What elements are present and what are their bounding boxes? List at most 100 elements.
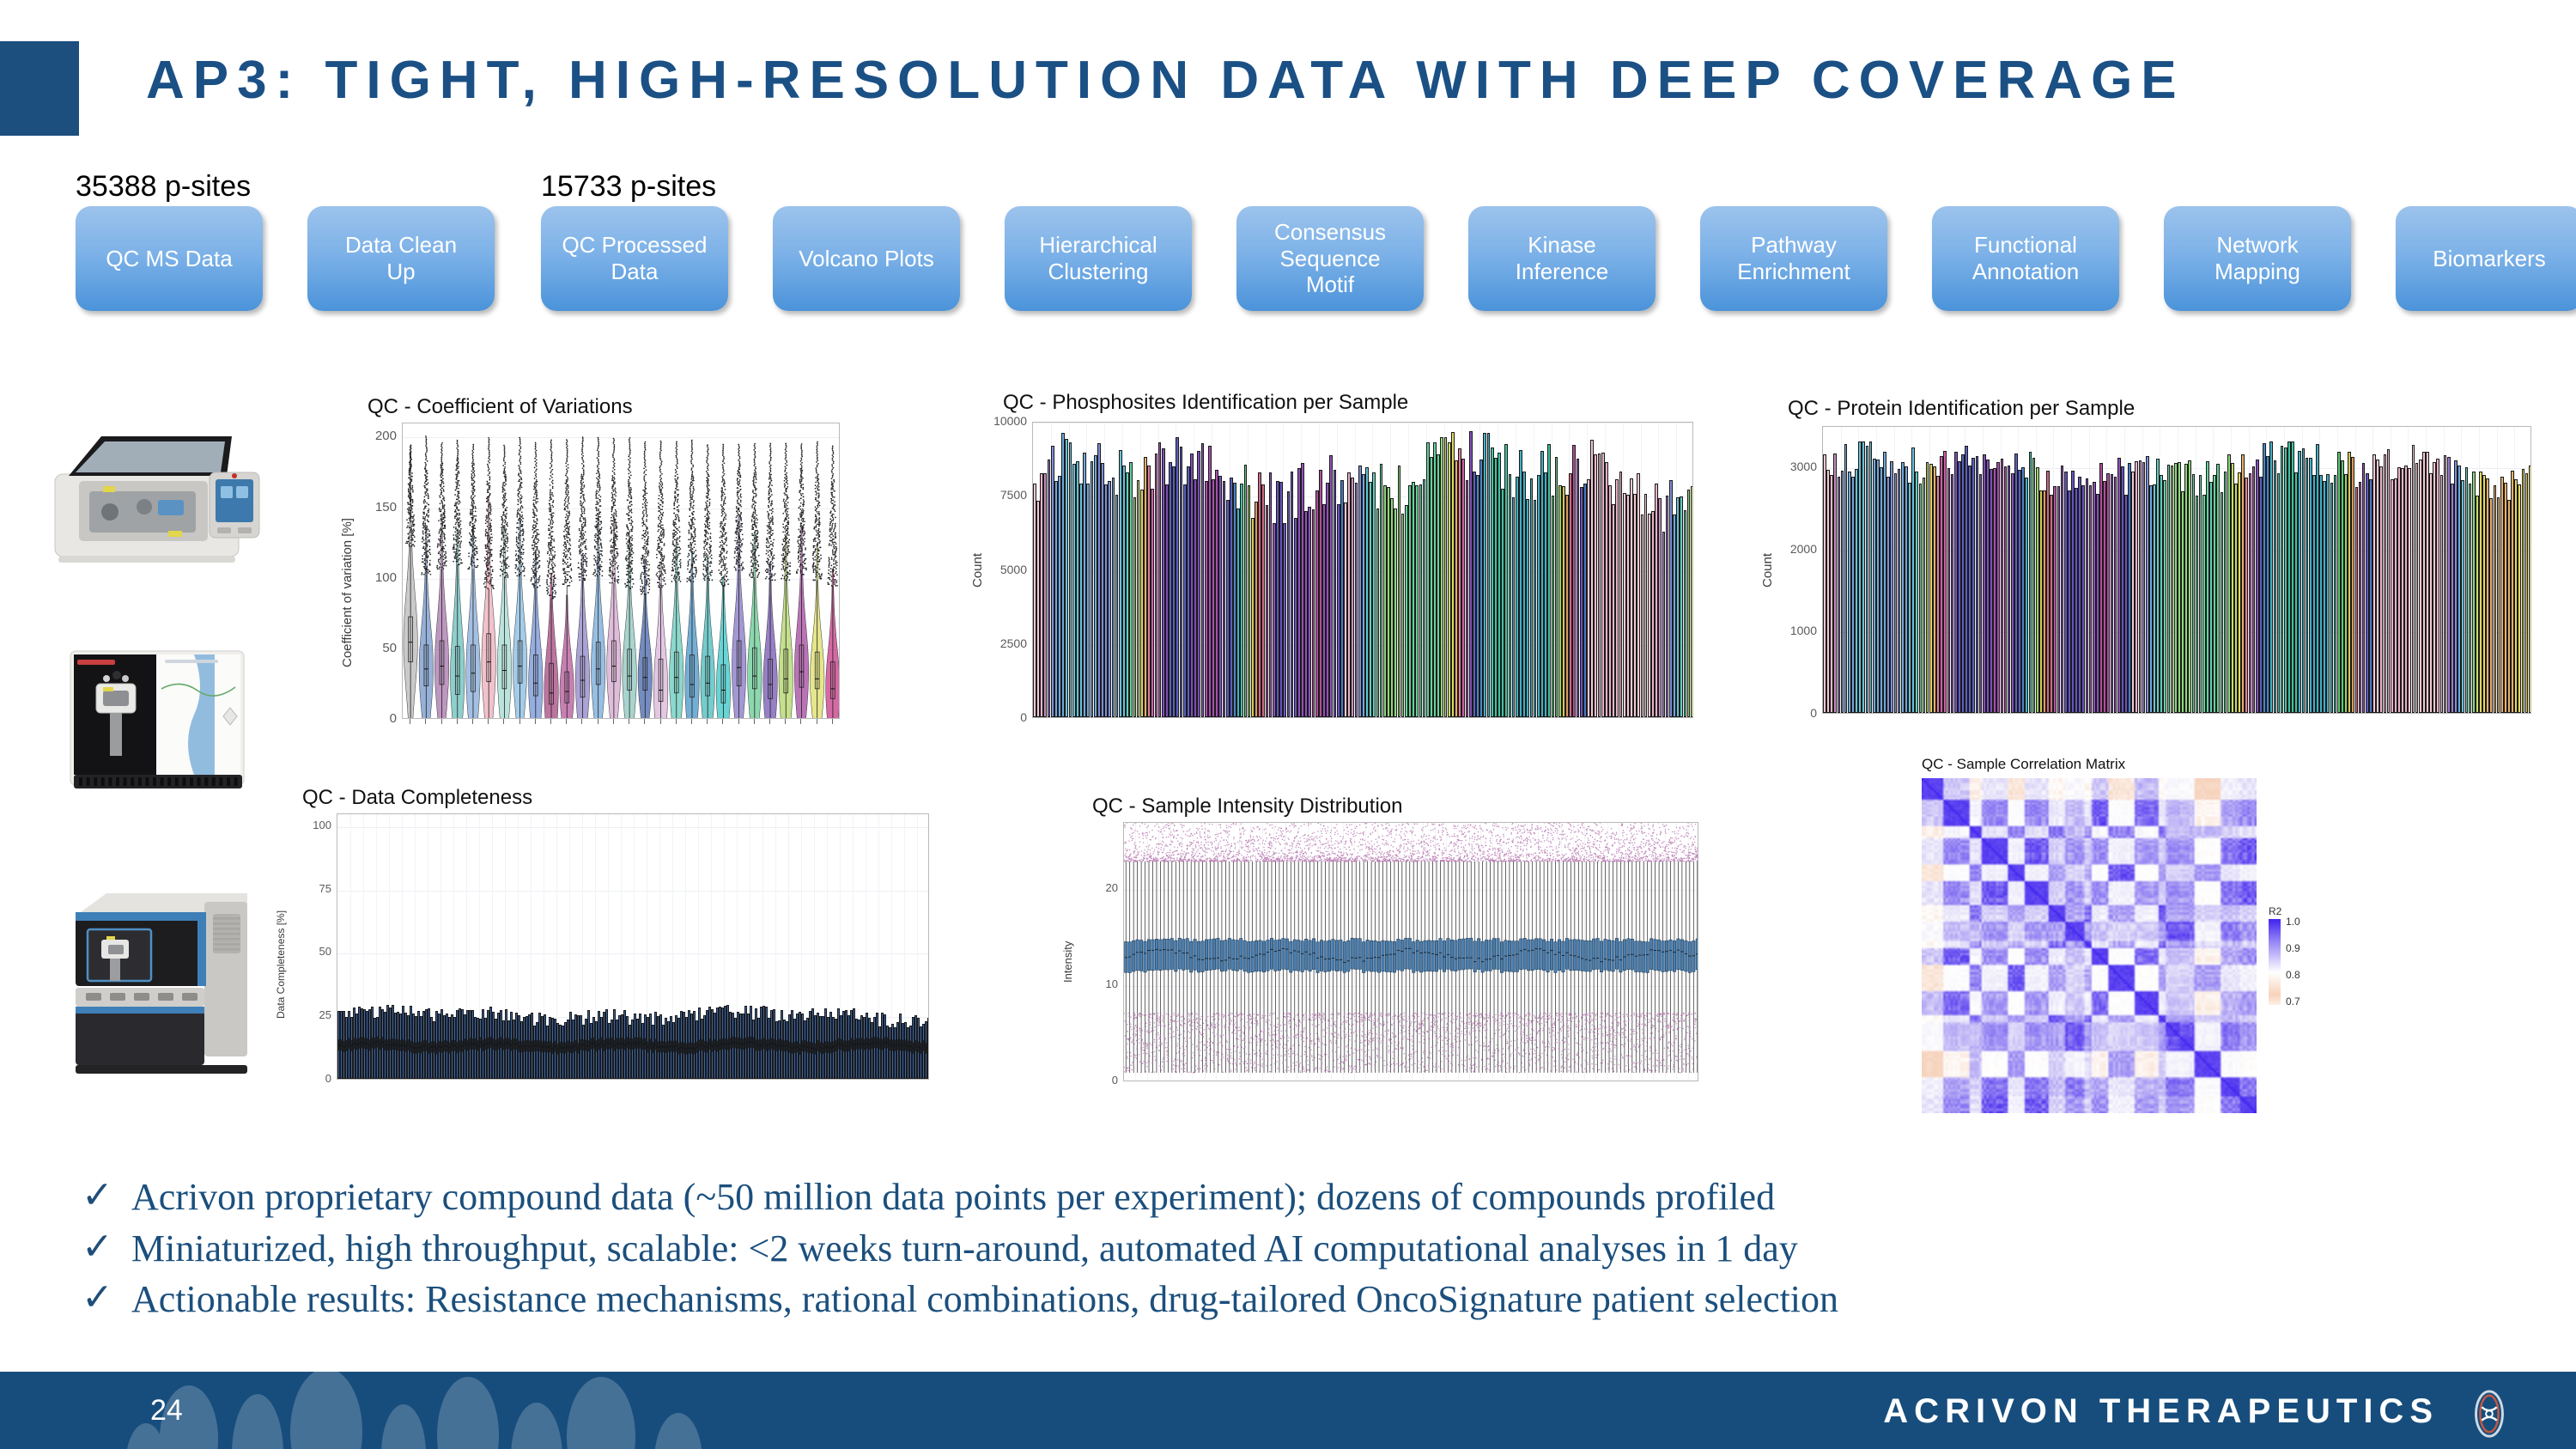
vertical-gridline [479,814,480,1079]
bar [1408,484,1412,717]
pipeline-step-volcano-plots[interactable]: Volcano Plots [773,206,960,311]
bar [608,1022,611,1079]
vertical-gridline [582,814,583,1079]
vertical-gridline [762,814,763,1079]
pipeline-step-hierarchical-clustering[interactable]: Hierarchical Clustering [1005,206,1192,311]
bar [1665,496,1669,717]
bar [1369,481,1372,717]
bar [1476,475,1479,717]
bar [2188,460,2192,713]
bar [1379,463,1383,717]
bar [590,1023,592,1079]
bar [891,1024,894,1079]
plot-area [1032,422,1693,718]
bar [1493,458,1498,717]
analysis-pipeline: QC MS Data Data Clean Up QC Processed Data Vo… [0,206,2576,326]
bar [2336,452,2341,713]
y-tick-label: 2000 [1789,541,1817,556]
bar [1351,478,1355,717]
bar [2178,461,2181,713]
gridline [337,953,928,955]
x-tick [769,719,771,724]
bar [1272,523,1276,717]
bar [1233,482,1236,717]
pipeline-step-pathway-enrichment[interactable]: Pathway Enrichment [1700,206,1887,311]
bar [1823,454,1826,713]
bar [2124,494,2128,713]
bar [2482,475,2486,713]
bar [1461,458,1466,717]
pipeline-step-qc-processed-data[interactable]: QC Processed Data [541,206,728,311]
x-tick [785,719,787,724]
pipeline-step-label: Biomarkers [2433,245,2546,271]
vertical-gridline [904,814,905,1079]
bar [1486,433,1491,717]
footer-decoration [127,1372,702,1449]
violin-group [669,441,684,718]
pipeline-step-data-clean-up[interactable]: Data Clean Up [307,206,495,311]
checkmark-icon: ✓ [82,1174,113,1216]
bar [2202,495,2206,713]
bar [1604,461,1608,717]
pipeline-step-qc-ms-data[interactable]: QC MS Data [76,206,263,311]
x-tick [800,719,802,724]
chart-title: QC - Data Completeness [302,786,533,809]
pipeline-step-label: Consensus Sequence Motif [1273,218,1387,298]
gridline [337,1017,928,1019]
violin-group [825,445,839,718]
bar [1440,436,1444,717]
bar [2010,472,2014,713]
bar [2148,485,2153,713]
bar [1576,458,1580,717]
bar [1061,433,1066,717]
bar [1572,445,1577,717]
vertical-gridline [698,814,699,1079]
pipeline-step-kinase-inference[interactable]: Kinase Inference [1468,206,1656,311]
bar [1136,480,1140,717]
bar [2075,487,2078,713]
bar [871,1021,873,1079]
bar [1433,442,1437,717]
bar [2411,445,2415,713]
bar [1147,465,1151,717]
pipeline-step-network-mapping[interactable]: Network Mapping [2164,206,2351,311]
pipeline-step-biomarkers[interactable]: Biomarkers [2396,206,2576,311]
bar [1293,518,1297,717]
bar [1978,474,1983,713]
bar [1971,458,1976,713]
bar [1133,497,1137,717]
bar [1522,471,1526,717]
bar [2258,477,2263,713]
violin-group [513,436,528,718]
bar [1526,498,1530,717]
bar [1068,441,1072,717]
bar [1430,457,1433,717]
bar [2344,473,2348,713]
vertical-gridline [659,814,660,1079]
bar [1268,472,1273,717]
vertical-gridline [737,814,738,1079]
bar [2078,476,2082,713]
pipeline-step-functional-annotation[interactable]: Functional Annotation [1932,206,2119,311]
x-tick [612,719,614,724]
page-title: AP3: TIGHT, HIGH-RESOLUTION DATA WITH DE… [146,51,2185,110]
boxplot-series [1124,823,1698,1074]
vertical-gridline [827,814,828,1079]
bar [1283,522,1287,717]
bar [1400,513,1405,717]
vertical-gridline [801,814,802,1079]
page-number: 24 [150,1394,183,1427]
violin-group [684,439,700,718]
bar [2493,485,2497,713]
bar [2397,466,2401,713]
bar [2234,483,2238,713]
bar [1830,474,1833,713]
pipeline-step-consensus-sequence-motif[interactable]: Consensus Sequence Motif [1236,206,1424,311]
bar [2160,475,2164,713]
x-tick [644,719,646,724]
bar [2053,485,2057,713]
bar [1529,478,1534,717]
chart-title: QC - Protein Identification per Sample [1788,397,2136,420]
bar [1279,481,1283,717]
bar [2085,478,2089,713]
